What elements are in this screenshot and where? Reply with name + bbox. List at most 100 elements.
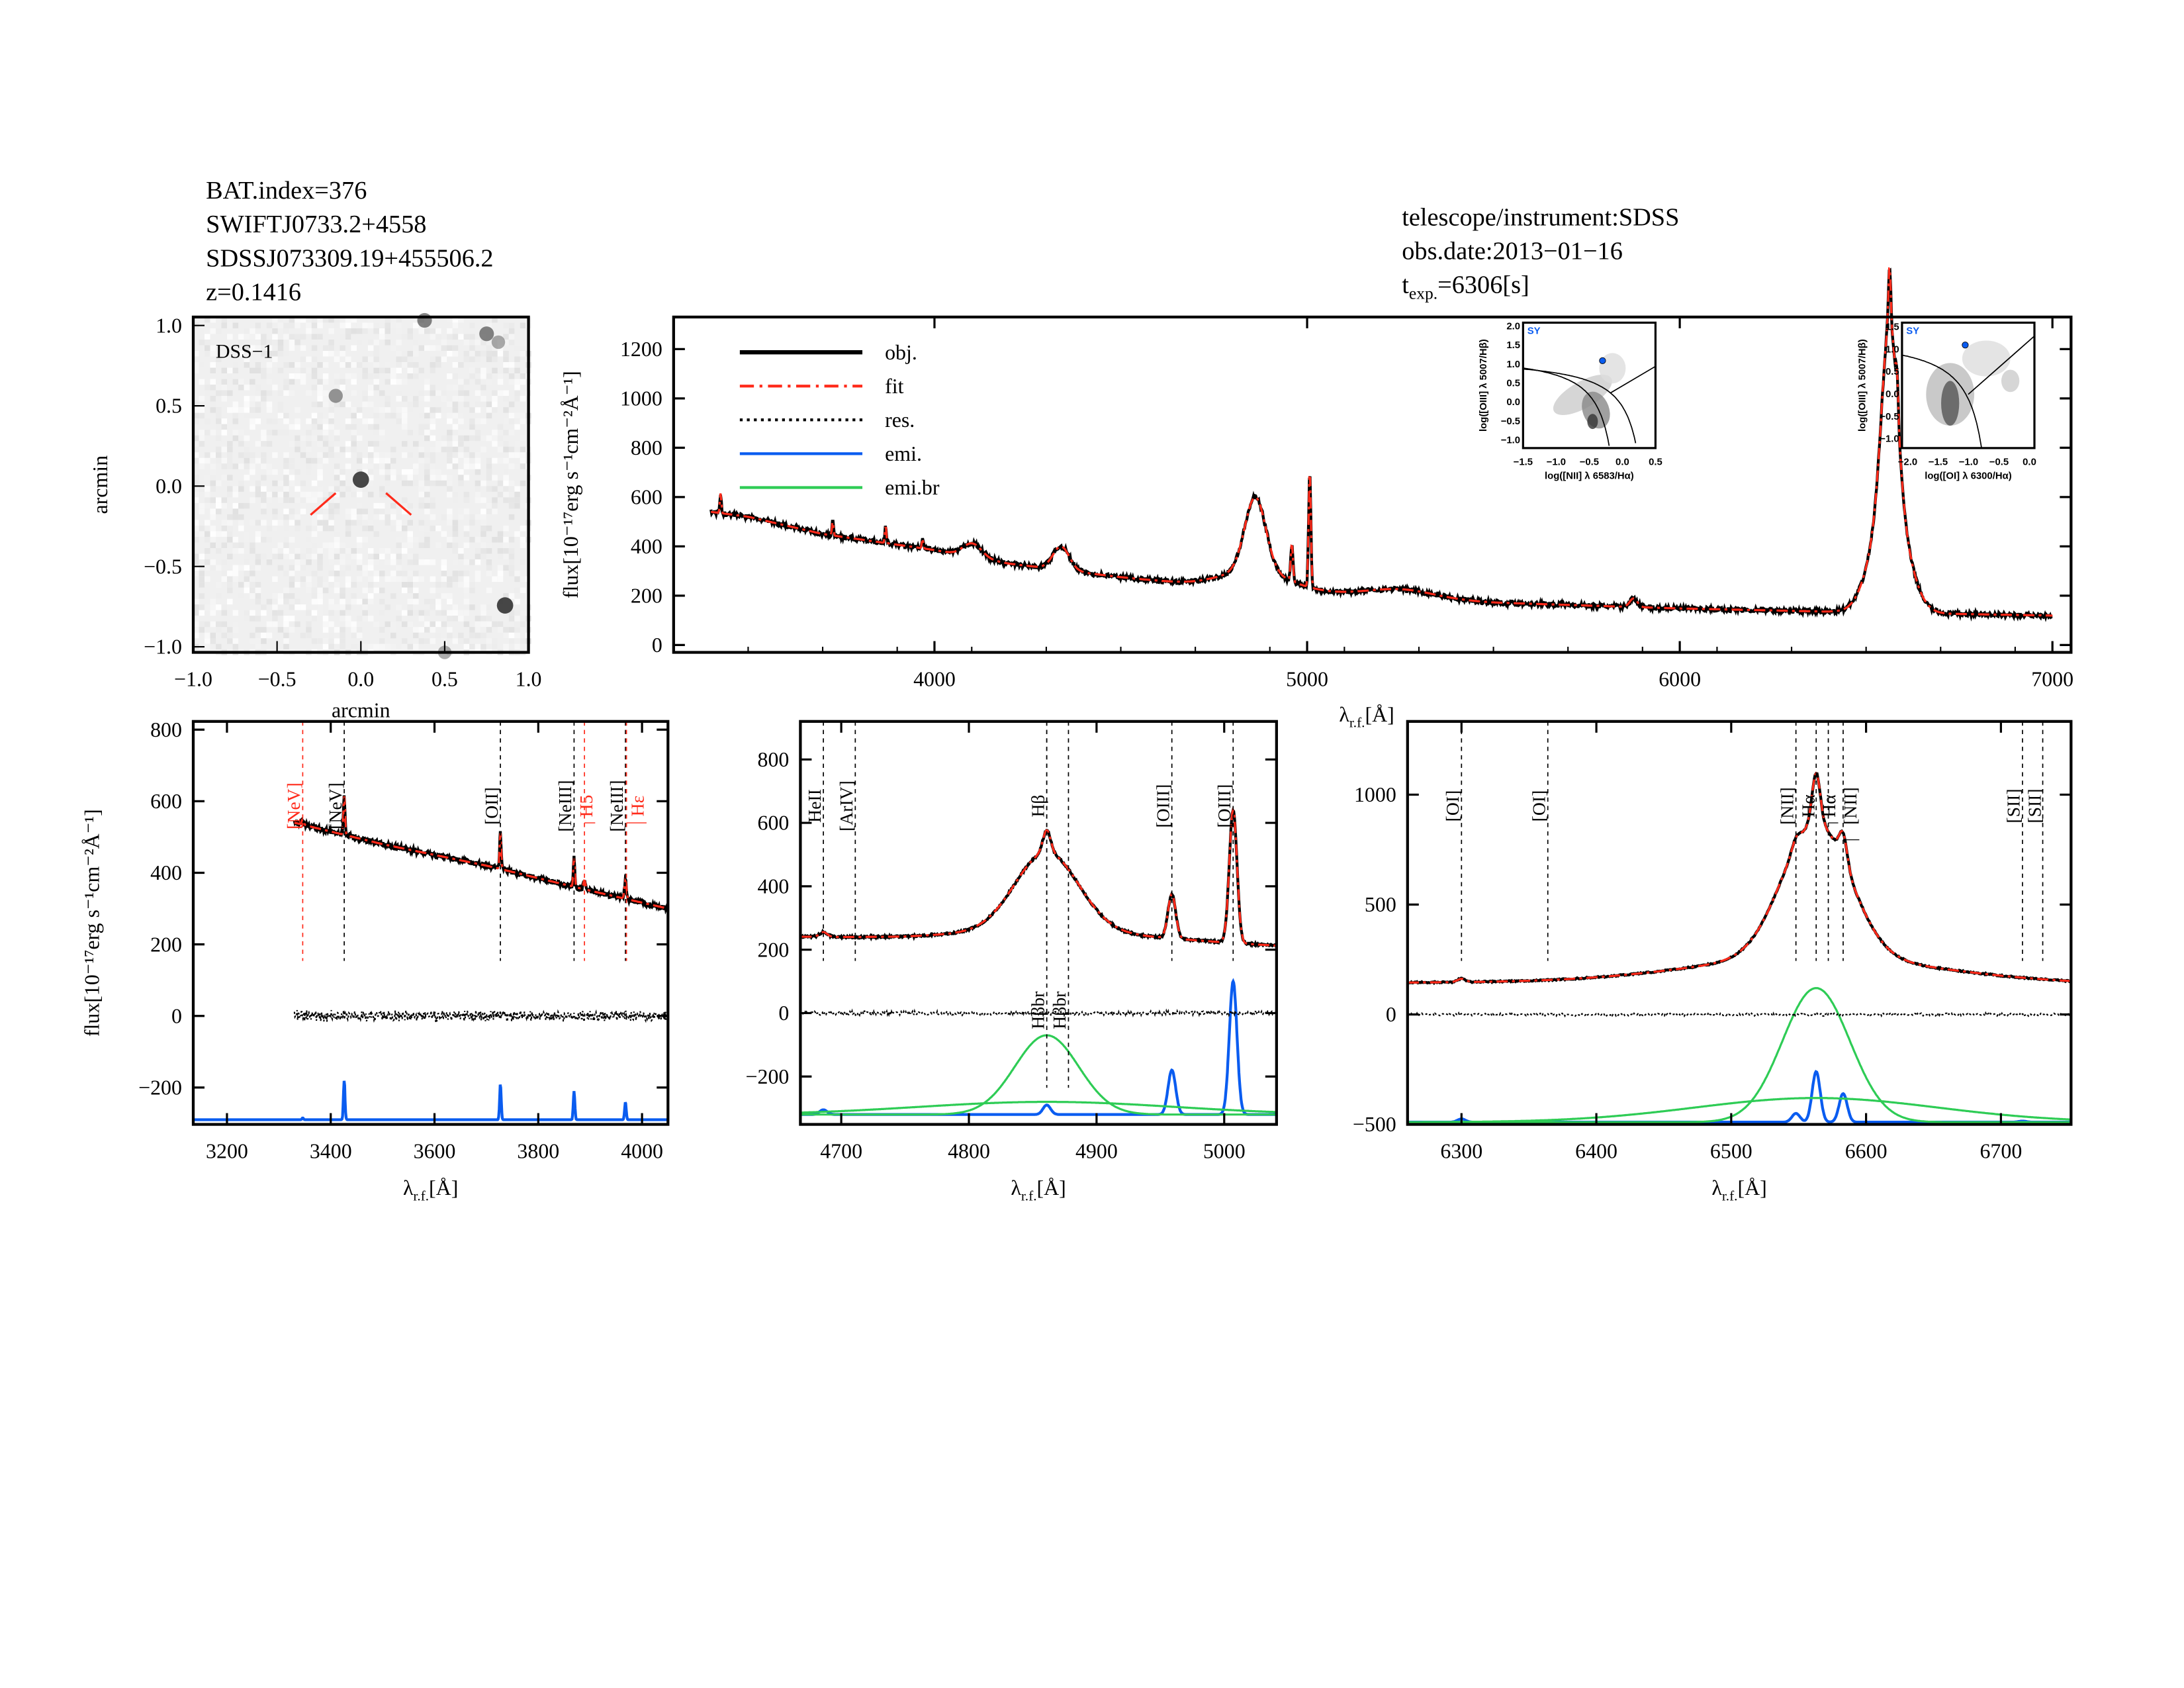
dss-pixel	[351, 328, 357, 334]
density-contour	[1962, 340, 2011, 377]
dss-pixel	[295, 373, 300, 379]
dss-pixel	[396, 536, 402, 543]
y-tick-label: 800	[631, 436, 662, 459]
dss-pixel	[317, 576, 323, 583]
dss-pixel	[418, 616, 425, 622]
dss-pixel	[250, 486, 255, 492]
dss-pixel	[283, 632, 289, 639]
x-tick-label: 0.0	[1615, 457, 1629, 467]
dss-pixel	[373, 587, 379, 594]
dss-pixel	[210, 475, 216, 481]
dss-pixel	[520, 480, 526, 487]
dss-pixel	[508, 334, 515, 340]
dss-pixel	[362, 508, 368, 514]
dss-pixel	[492, 475, 498, 481]
dss-pixel	[396, 525, 402, 532]
dss-pixel	[328, 497, 334, 503]
dss-pixel	[486, 565, 492, 571]
dss-pixel	[255, 616, 261, 622]
dss-pixel	[238, 379, 244, 385]
dss-pixel	[480, 435, 486, 442]
dss-pixel	[367, 390, 374, 397]
dss-pixel	[283, 379, 289, 385]
dss-pixel	[424, 502, 430, 509]
dss-pixel	[475, 351, 481, 357]
line-marker-label: [NeV]	[325, 782, 345, 829]
y-tick-label: −500	[1353, 1113, 1396, 1136]
dss-pixel	[216, 345, 222, 352]
dss-pixel	[402, 424, 408, 430]
dss-pixel	[356, 339, 363, 346]
dss-pixel	[486, 548, 492, 554]
dss-pixel	[199, 407, 205, 413]
dss-pixel	[486, 435, 492, 442]
dss-pixel	[367, 469, 374, 475]
dss-pixel	[463, 587, 470, 594]
dss-pixel	[238, 334, 244, 340]
dss-pixel	[244, 362, 250, 368]
dss-pixel	[306, 627, 312, 633]
dss-pixel	[351, 598, 357, 605]
dss-pixel	[379, 452, 385, 458]
dss-pixel	[311, 616, 318, 622]
dss-pixel	[227, 441, 233, 447]
dss-pixel	[379, 390, 385, 397]
dss-pixel	[390, 508, 396, 514]
dss-pixel	[367, 643, 374, 650]
dss-pixel	[205, 385, 210, 391]
y-tick-label: −0.5	[1501, 416, 1520, 427]
dss-pixel	[508, 418, 515, 424]
inset-frame	[1522, 321, 1657, 449]
dss-pixel	[480, 514, 486, 520]
dss-pixel	[295, 520, 300, 526]
y-tick-label: −1.0	[144, 635, 182, 659]
dss-pixel	[480, 587, 486, 594]
dss-pixel	[430, 435, 436, 442]
dss-pixel	[424, 536, 430, 543]
dss-pixel	[261, 351, 267, 357]
dss-pixel	[373, 514, 379, 520]
dss-pixel	[430, 407, 436, 413]
dss-pixel	[227, 407, 233, 413]
dss-pixel	[311, 457, 318, 464]
dss-pixel	[486, 638, 492, 644]
dss-pixel	[328, 412, 334, 419]
dss-pixel	[447, 452, 453, 458]
dss-pixel	[210, 514, 216, 520]
dss-pixel	[340, 559, 345, 565]
dss-pixel	[244, 502, 250, 509]
dss-pixel	[272, 508, 278, 514]
dss-pixel	[221, 418, 228, 424]
dss-pixel	[266, 379, 273, 385]
dss-pixel	[503, 457, 509, 464]
dss-pixel	[356, 362, 363, 368]
dss-pixel	[396, 362, 402, 368]
dss-pixel	[503, 632, 509, 639]
dss-pixel	[385, 576, 390, 583]
dss-pixel	[447, 412, 453, 419]
dss-pixel	[227, 553, 233, 560]
dss-pixel	[328, 610, 334, 616]
dss-pixel	[503, 430, 509, 436]
dss-pixel	[193, 621, 199, 628]
dss-pixel	[317, 520, 323, 526]
dss-pixel	[413, 367, 419, 374]
y-tick-label: 0.0	[1506, 397, 1520, 408]
dss-pixel	[345, 520, 351, 526]
dss-pixel	[458, 356, 464, 363]
dss-pixel	[469, 643, 475, 650]
dss-pixel	[396, 475, 402, 481]
dss-pixel	[193, 452, 199, 458]
dss-pixel	[452, 351, 459, 357]
dss-pixel	[475, 497, 481, 503]
dss-pixel	[345, 356, 351, 363]
dss-pixel	[283, 362, 289, 368]
dss-pixel	[199, 571, 205, 577]
dss-pixel	[317, 514, 323, 520]
dss-pixel	[373, 367, 379, 374]
dss-pixel	[362, 643, 368, 650]
dss-pixel	[328, 520, 334, 526]
dss-pixel	[430, 502, 436, 509]
dss-pixel	[508, 328, 515, 334]
dss-pixel	[272, 430, 278, 436]
